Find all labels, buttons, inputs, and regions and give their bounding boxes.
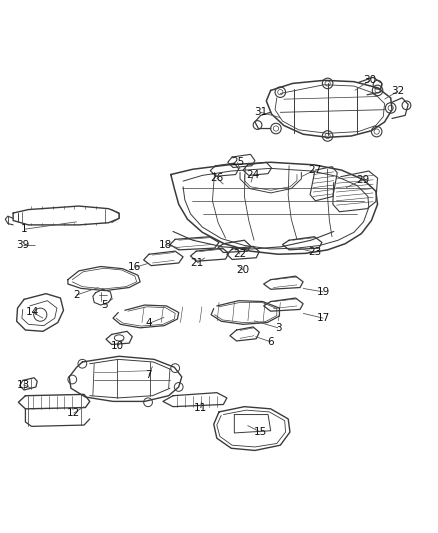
Text: 15: 15 [254,427,267,437]
Text: 29: 29 [356,175,369,185]
Text: 27: 27 [308,165,321,175]
Text: 32: 32 [391,86,404,96]
Text: 10: 10 [111,341,124,351]
Text: 13: 13 [17,379,30,390]
Text: 2: 2 [73,290,80,300]
Text: 24: 24 [247,171,260,180]
Text: 4: 4 [145,318,152,328]
Text: 31: 31 [254,107,267,117]
Text: 17: 17 [317,313,330,323]
Text: 1: 1 [21,224,28,235]
Text: 19: 19 [317,287,330,297]
Text: 11: 11 [194,403,207,413]
Text: 39: 39 [16,240,29,251]
Text: 16: 16 [128,262,141,272]
Text: 25: 25 [231,157,244,167]
Text: 6: 6 [267,337,274,347]
Text: 7: 7 [145,370,152,380]
Text: 26: 26 [210,173,223,183]
Text: 12: 12 [67,408,80,418]
Text: 23: 23 [308,247,321,257]
Text: 3: 3 [275,323,282,333]
Text: 18: 18 [159,240,172,249]
Text: 14: 14 [25,306,39,317]
Text: 21: 21 [191,258,204,268]
Text: 5: 5 [101,300,108,310]
Text: 22: 22 [233,249,247,259]
Text: 30: 30 [364,75,377,85]
Text: 20: 20 [237,265,250,275]
